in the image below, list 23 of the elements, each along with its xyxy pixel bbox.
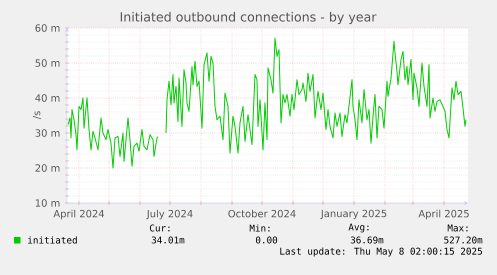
text: 0.00	[256, 236, 278, 244]
y-tick-label: 40 m	[35, 94, 60, 102]
x-tick-label: April 2025	[418, 210, 469, 220]
text: Min:	[250, 224, 270, 232]
text: 34.01m	[152, 236, 184, 244]
y-tick-label: 20 m	[35, 164, 60, 172]
y-tick-label: 60 m	[35, 24, 60, 32]
y-axis-title: /s	[32, 111, 42, 120]
y-tick-label: 10 m	[36, 199, 60, 207]
y-tick-label: 50 m	[36, 59, 60, 67]
text: 527.20m	[444, 236, 482, 244]
x-tick-label: April 2024	[53, 210, 104, 220]
x-tick-label: January 2025	[320, 210, 386, 220]
legend-label: initiated	[28, 236, 77, 244]
y-tick-label: 30 m	[36, 129, 60, 137]
text: Max:	[448, 224, 468, 232]
text: Cur:	[150, 224, 170, 232]
text: Last update: Thu May 8 02:00:15 2025	[280, 248, 482, 257]
text: Avg:	[348, 224, 368, 232]
x-tick-label: October 2024	[228, 210, 296, 218]
x-tick-label: July 2024	[146, 210, 193, 220]
chart-title: Initiated outbound connections - by year	[120, 12, 376, 24]
text: 36.69m	[350, 236, 384, 244]
